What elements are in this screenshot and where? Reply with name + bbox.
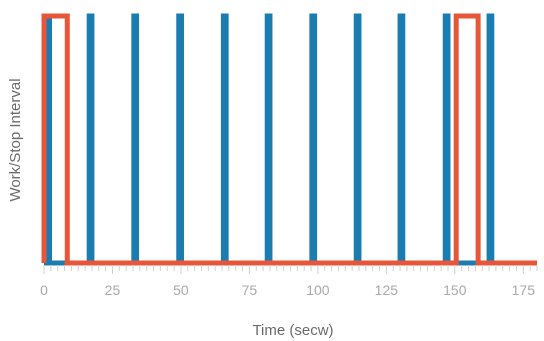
x-tick-label: 125: [375, 282, 399, 298]
y-axis-title: Work/Stop Interval: [7, 78, 24, 201]
series-line-2: [41, 13, 537, 266]
x-tick-label: 150: [443, 282, 467, 298]
x-tick-label: 50: [173, 282, 189, 298]
x-tick-label: 25: [105, 282, 121, 298]
series-layer: [41, 13, 537, 266]
x-tick-label: 0: [40, 282, 48, 298]
x-tick-label: 75: [242, 282, 258, 298]
x-axis-title: Time (secw): [252, 322, 333, 339]
series-line-1: [44, 13, 537, 266]
x-axis: 0 25 50 75 100 125 150 175: [40, 265, 538, 298]
x-tick-label: 100: [306, 282, 330, 298]
x-tick-label: 175: [512, 282, 536, 298]
